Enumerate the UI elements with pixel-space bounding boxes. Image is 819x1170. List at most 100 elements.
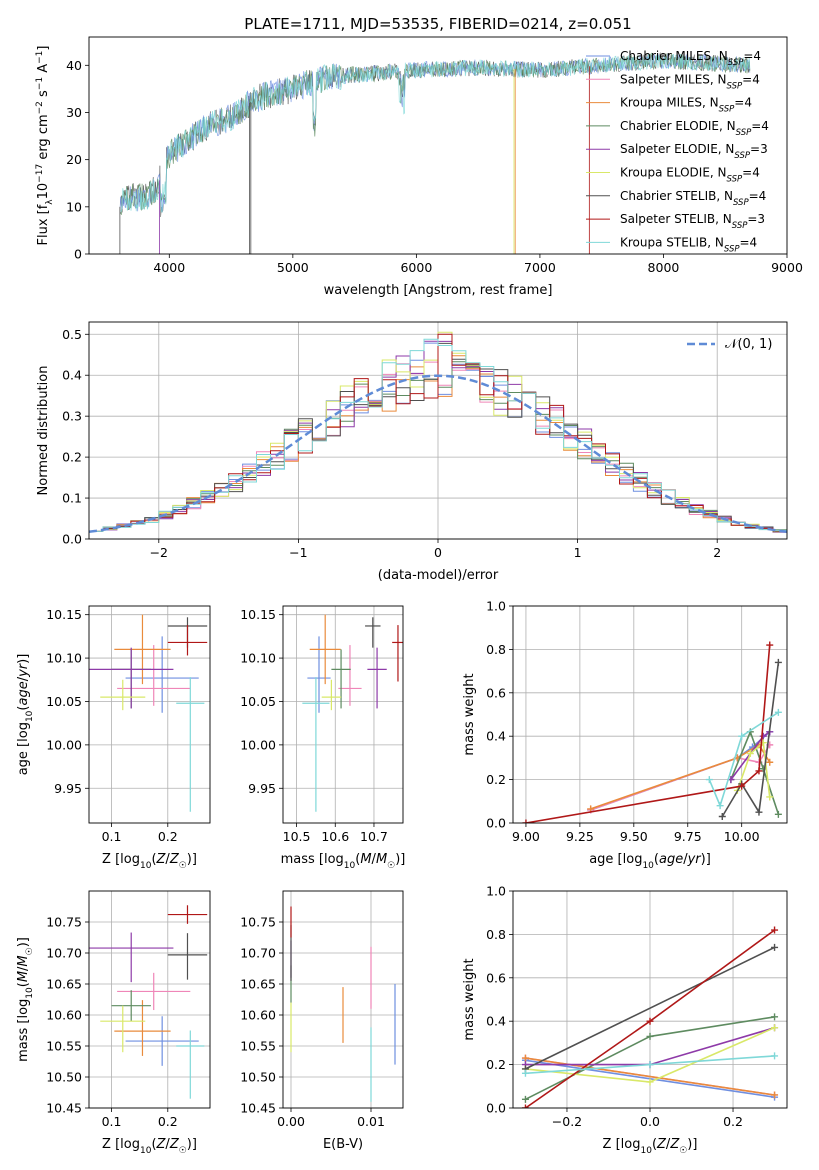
grid — [89, 891, 210, 1109]
y-tick-label: 0 — [74, 247, 82, 262]
x-tick-label: 0.2 — [158, 829, 178, 844]
weight-series-7 — [521, 926, 779, 1108]
weight-line — [525, 645, 771, 823]
legend-label: Kroupa MILES, NSSP=4 — [620, 96, 752, 115]
y-tick-label: 10.15 — [240, 607, 276, 622]
y-tick-label: 20 — [66, 152, 82, 167]
error-bar-point — [167, 933, 208, 980]
x-tick-label: 10.5 — [283, 829, 311, 844]
x-axis-label: mass [log10(M/M☉)] — [281, 852, 406, 871]
axes-frame — [512, 890, 788, 1109]
weight-marker — [771, 1024, 779, 1032]
axes-frame — [512, 605, 788, 824]
legend-label: Kroupa ELODIE, NSSP=4 — [620, 166, 760, 185]
age-vs-mass-panel: 10.5 10.6 10.7 9.95 10.00 10.05 10.10 10.15 mass… — [240, 605, 406, 871]
weight-line — [708, 711, 779, 808]
y-tick-label: 10.70 — [46, 946, 82, 961]
x-tick-label: 9.00 — [512, 829, 540, 844]
x-tick-label: 6000 — [400, 260, 432, 275]
x-tick-label: 10.6 — [321, 829, 349, 844]
gaussian-curve — [89, 374, 787, 534]
weight-marker — [521, 1095, 529, 1103]
error-bar-point — [114, 614, 171, 685]
y-tick-label: 10.00 — [240, 737, 276, 752]
plot-area — [302, 614, 403, 812]
x-tick-label: 9.50 — [620, 829, 648, 844]
mass-vs-Z-panel: 0.1 0.2 10.45 10.50 10.55 10.60 10.65 10.70 10.7… — [16, 890, 211, 1156]
x-tick-label: 2 — [713, 545, 721, 560]
age-vs-Z-panel: 0.1 0.2 9.95 10.00 10.05 10.10 10.15 Z [log10(Z… — [16, 605, 211, 871]
x-tick-label: 1 — [574, 545, 582, 560]
ticks: −0.2 0.0 0.2 0.0 0.2 0.4 0.6 0.8 1.0 — [486, 884, 743, 1130]
y-tick-label: 10.05 — [46, 694, 82, 709]
weight-marker — [718, 812, 726, 820]
weight-marker — [771, 1013, 779, 1021]
y-axis-label: age [log10(age/yr)] — [16, 654, 35, 776]
weight-marker — [521, 1104, 529, 1108]
spectrum-panel: 4000 5000 6000 7000 8000 9000 0 10 20 30 40 wavelen… — [35, 36, 803, 298]
y-tick-label: 9.95 — [248, 781, 276, 796]
y-tick-label: 30 — [66, 105, 82, 120]
ticks: 0.1 0.2 10.45 10.50 10.55 10.60 10.65 10.70 10.7… — [46, 915, 178, 1130]
histogram-step-8 — [89, 338, 787, 532]
legend-label: Salpeter STELIB, NSSP=3 — [620, 212, 765, 231]
error-bar-point — [331, 649, 351, 709]
y-tick-label: 0.4 — [486, 1014, 506, 1029]
error-bar-point — [114, 1000, 171, 1056]
y-tick-label: 10.65 — [240, 977, 276, 992]
weight-marker — [646, 1017, 654, 1025]
weight-marker — [774, 658, 782, 666]
weight-marker — [766, 793, 774, 801]
x-tick-label: 9.75 — [674, 829, 702, 844]
x-axis-label: Z [log10(Z/Z☉)] — [102, 1137, 197, 1156]
error-bar-point — [309, 614, 341, 685]
weight-vs-Z-panel: −0.2 0.0 0.2 0.0 0.2 0.4 0.6 0.8 1.0 Z [log10(Z/Z… — [462, 884, 788, 1156]
x-axis-label: E(B-V) — [323, 1137, 363, 1152]
y-tick-label: 0.2 — [62, 450, 82, 465]
weight-marker — [646, 1061, 654, 1069]
weight-series-5 — [521, 1024, 779, 1086]
y-tick-label: 0.0 — [486, 1101, 506, 1116]
error-bar-point — [167, 625, 208, 656]
x-axis-label: (data-model)/error — [378, 568, 499, 583]
y-tick-label: 10.75 — [240, 915, 276, 930]
y-tick-label: 0.1 — [62, 491, 82, 506]
y-tick-label: 10.15 — [46, 607, 82, 622]
y-tick-label: 0.2 — [486, 772, 506, 787]
axes-frame — [282, 605, 404, 824]
error-bar-point — [100, 679, 146, 711]
weight-marker — [738, 782, 746, 790]
weight-marker — [771, 943, 779, 951]
error-bar-point — [302, 677, 330, 812]
legend-label: Salpeter ELODIE, NSSP=3 — [620, 142, 768, 161]
y-tick-label: 10.45 — [46, 1101, 82, 1116]
weight-marker — [522, 819, 530, 823]
error-bar-point — [321, 679, 342, 711]
legend-label: 𝒩(0, 1) — [725, 337, 772, 352]
weight-series-8 — [705, 708, 782, 810]
weight-marker — [521, 1054, 529, 1062]
x-axis-label: Z [log10(Z/Z☉)] — [102, 852, 197, 871]
y-tick-label: 10.50 — [240, 1070, 276, 1085]
weight-line — [736, 741, 771, 798]
weight-line — [730, 729, 780, 815]
y-tick-label: 0.5 — [62, 327, 82, 342]
y-tick-label: 40 — [66, 58, 82, 73]
y-tick-label: 0.4 — [486, 729, 506, 744]
y-tick-label: 10.65 — [46, 977, 82, 992]
weight-marker — [771, 926, 779, 934]
weight-line — [590, 731, 771, 811]
x-tick-label: 7000 — [524, 260, 556, 275]
y-tick-label: 0.8 — [486, 927, 506, 942]
x-tick-label: 0.1 — [102, 829, 122, 844]
x-axis-label: Z [log10(Z/Z☉)] — [603, 1137, 698, 1156]
error-bar-point — [176, 677, 205, 812]
error-bar-point — [167, 905, 208, 924]
y-tick-label: 0.8 — [486, 642, 506, 657]
x-tick-label: 0.01 — [357, 1114, 385, 1129]
y-tick-label: 0.2 — [486, 1057, 506, 1072]
weight-marker — [771, 1052, 779, 1060]
x-tick-label: −2 — [150, 545, 168, 560]
plot-area — [119, 52, 751, 254]
legend-label: Chabrier STELIB, NSSP=4 — [620, 189, 766, 208]
